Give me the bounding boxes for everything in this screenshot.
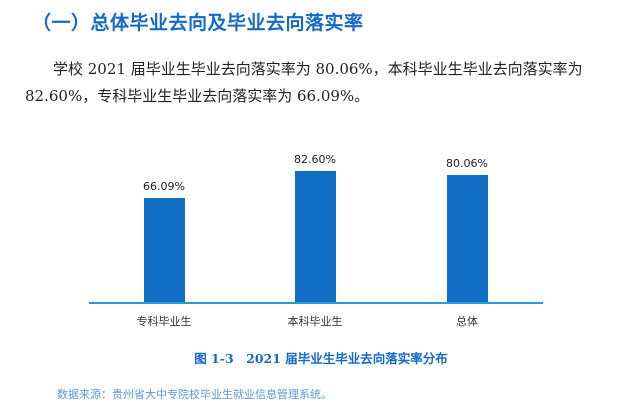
category-label: 本科毕业生: [287, 315, 343, 328]
bar-zhuanke: [144, 198, 185, 303]
paragraph-line-1: 学校 2021 届毕业生毕业去向落实率为 80.06%，本科毕业生毕业去向落实率…: [53, 60, 583, 78]
bar-total: [447, 175, 488, 303]
paragraph-line-2: 82.60%，专科毕业生毕业去向落实率为 66.09%。: [25, 87, 370, 105]
bar-value-label: 82.60%: [294, 153, 336, 166]
category-label: 总体: [456, 315, 478, 328]
figure-caption: 图 1-3 2021 届毕业生毕业去向落实率分布: [194, 351, 448, 366]
data-source-note: 数据来源：贵州省大中专院校毕业生就业信息管理系统。: [57, 388, 332, 401]
bar-value-label: 66.09%: [143, 180, 185, 193]
category-label: 专科毕业生: [136, 315, 192, 328]
bar-benke: [295, 171, 336, 303]
section-heading: （一）总体毕业去向及毕业去向落实率: [32, 12, 364, 34]
bar-value-label: 80.06%: [446, 157, 488, 170]
summary-paragraph: 学校 2021 届毕业生毕业去向落实率为 80.06%，本科毕业生毕业去向落实率…: [25, 56, 625, 110]
x-axis-line: [89, 302, 543, 304]
